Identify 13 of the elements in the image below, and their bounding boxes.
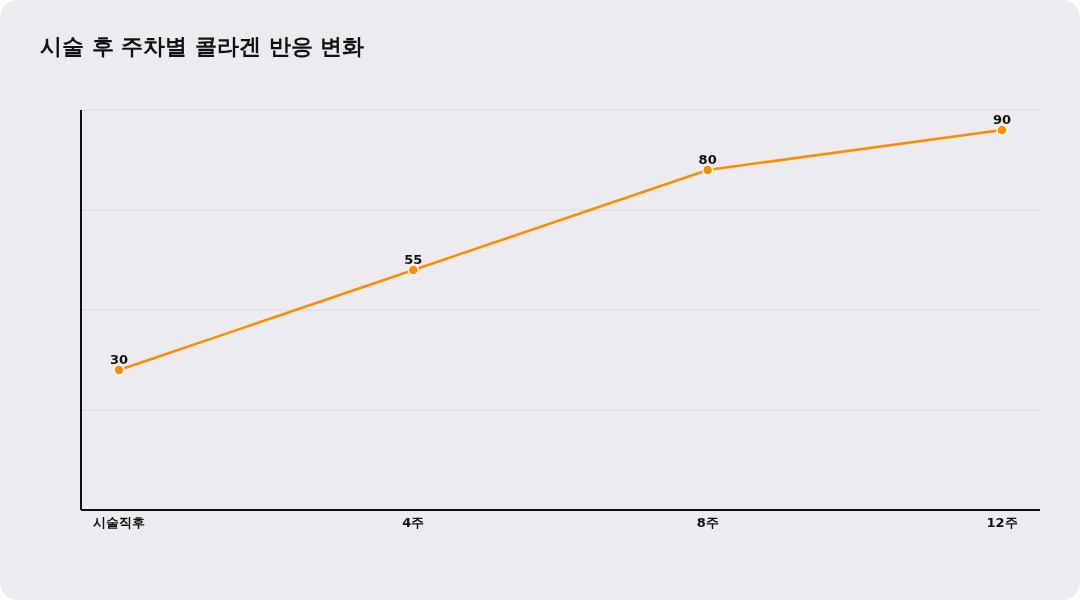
point [701,164,714,176]
x-tick-label: 시술직후 [93,515,145,531]
data-label: 55 [404,252,423,267]
point [113,364,125,376]
x-tick-label: 4주 [402,515,425,531]
data-label: 80 [698,152,717,167]
chart-title: 시술 후 주차별 콜라겐 반응 변화 [40,33,365,61]
point [407,264,420,276]
data-label: 90 [992,112,1012,127]
x-tick-label: 12주 [986,515,1018,531]
point [996,124,1008,136]
x-tick-label: 8주 [696,515,719,531]
data-label: 30 [109,352,129,367]
